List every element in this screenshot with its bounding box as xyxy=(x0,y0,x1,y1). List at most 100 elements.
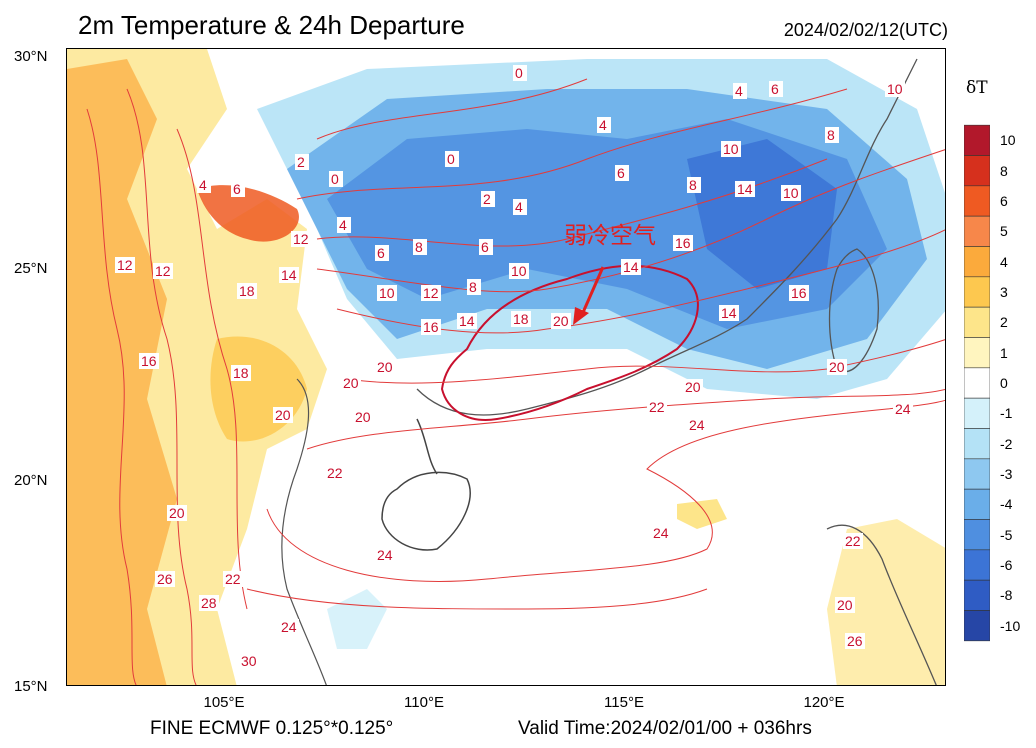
svg-text:0: 0 xyxy=(331,171,339,187)
svg-text:4: 4 xyxy=(199,177,207,193)
contour-label: 28 xyxy=(199,595,219,611)
colorbar-title: δT xyxy=(966,78,988,98)
warm-anomaly-spot xyxy=(677,499,727,529)
contour-label: 16 xyxy=(139,353,159,369)
chart-title: 2m Temperature & 24h Departure xyxy=(78,10,465,40)
svg-text:8: 8 xyxy=(827,127,835,143)
colorbar-swatch xyxy=(964,337,990,369)
contour-label: 24 xyxy=(375,547,395,563)
contour-label: 18 xyxy=(237,283,257,299)
svg-text:28: 28 xyxy=(201,595,217,611)
svg-text:22: 22 xyxy=(845,533,861,549)
contour-label: 4 xyxy=(733,83,747,99)
colorbar-swatch xyxy=(964,246,990,278)
contour-label: 4 xyxy=(597,117,611,133)
isotherm-0 xyxy=(316,78,588,140)
contour-label: 6 xyxy=(375,245,389,261)
svg-text:14: 14 xyxy=(623,259,639,275)
contour-label: 14 xyxy=(279,267,299,283)
contour-label: 20 xyxy=(683,379,703,395)
isotherm-20 xyxy=(346,339,945,384)
svg-text:22: 22 xyxy=(649,399,665,415)
contour-label: 22 xyxy=(223,571,243,587)
svg-text:12: 12 xyxy=(117,257,133,273)
valid-time-label: Valid Time:2024/02/01/00 + 036hrs xyxy=(518,718,812,739)
contour-label: 12 xyxy=(153,263,173,279)
contour-label: 10 xyxy=(377,285,397,301)
contour-label: 20 xyxy=(551,313,571,329)
contour-label: 14 xyxy=(719,305,739,321)
svg-text:24: 24 xyxy=(377,547,393,563)
lat-label: 30°N xyxy=(14,48,48,65)
leizhou-peninsula xyxy=(416,418,438,475)
temperature-map: 0 2 0 0 4 6 2 4 4 4 6 8 10 10 6 8 14 10 … xyxy=(67,49,945,685)
colorbar-swatch xyxy=(964,488,990,520)
svg-text:18: 18 xyxy=(513,311,529,327)
isotherm-west-2 xyxy=(126,88,197,685)
svg-text:14: 14 xyxy=(737,181,753,197)
lon-label: 105°E xyxy=(203,694,245,711)
model-label: FINE ECMWF 0.125°*0.125° xyxy=(150,718,394,739)
isotherm-16 xyxy=(336,229,945,334)
svg-text:8: 8 xyxy=(469,279,477,295)
svg-text:20: 20 xyxy=(355,409,371,425)
warm-anomaly-hotspot xyxy=(197,185,299,242)
cold-anomaly-core xyxy=(687,139,837,289)
colorbar-swatch xyxy=(964,610,990,642)
svg-text:18: 18 xyxy=(233,365,249,381)
contour-label: 14 xyxy=(457,313,477,329)
svg-text:2: 2 xyxy=(297,154,305,170)
contour-label: 16 xyxy=(673,235,693,251)
svg-text:14: 14 xyxy=(721,305,737,321)
svg-text:24: 24 xyxy=(653,525,669,541)
svg-text:20: 20 xyxy=(685,379,701,395)
map-panel: 0 2 0 0 4 6 2 4 4 4 6 8 10 10 6 8 14 10 … xyxy=(66,48,946,686)
svg-text:6: 6 xyxy=(771,81,779,97)
colorbar-label: 3 xyxy=(1000,284,1008,300)
svg-text:6: 6 xyxy=(233,181,241,197)
svg-text:12: 12 xyxy=(155,263,171,279)
colorbar-label: 0 xyxy=(1000,375,1008,391)
svg-text:2: 2 xyxy=(483,191,491,207)
colorbar-swatch xyxy=(964,519,990,551)
svg-text:18: 18 xyxy=(239,283,255,299)
svg-text:10: 10 xyxy=(783,185,799,201)
contour-label: 8 xyxy=(825,127,839,143)
contour-label: 16 xyxy=(789,285,809,301)
colorbar-swatch xyxy=(964,185,990,217)
svg-text:4: 4 xyxy=(599,117,607,133)
contour-label: 24 xyxy=(893,401,913,417)
colorbar-swatch xyxy=(964,155,990,187)
svg-text:8: 8 xyxy=(415,239,423,255)
contour-label: 20 xyxy=(341,375,361,391)
colorbar-swatch xyxy=(964,458,990,490)
colorbar-swatch xyxy=(964,579,990,611)
isotherm-west-3 xyxy=(176,128,248,610)
isotherm-24-south xyxy=(246,588,708,610)
svg-text:10: 10 xyxy=(379,285,395,301)
colorbar-label: -10 xyxy=(1000,617,1021,634)
annotation-arrowhead xyxy=(573,307,589,325)
lat-label: 15°N xyxy=(14,678,48,695)
contour-label: 0 xyxy=(445,151,459,167)
contour-label: 6 xyxy=(615,165,629,181)
svg-text:22: 22 xyxy=(327,465,343,481)
svg-text:6: 6 xyxy=(377,245,385,261)
svg-text:16: 16 xyxy=(675,235,691,251)
colorbar-label: -6 xyxy=(1000,557,1013,573)
svg-text:26: 26 xyxy=(847,633,863,649)
colorbar-swatch xyxy=(964,124,990,156)
svg-text:20: 20 xyxy=(837,597,853,613)
colorbar-swatch xyxy=(964,306,990,338)
contour-label: 18 xyxy=(511,311,531,327)
contour-label: 4 xyxy=(337,217,351,233)
isotherm-22 xyxy=(306,388,945,450)
contour-label: 10 xyxy=(509,263,529,279)
contour-label: 12 xyxy=(291,231,311,247)
contour-label: 20 xyxy=(167,505,187,521)
contour-label: 22 xyxy=(843,533,863,549)
contour-label: 10 xyxy=(781,185,801,201)
isotherm-24 xyxy=(266,399,945,582)
colorbar-swatch xyxy=(964,367,990,399)
contour-label: 22 xyxy=(647,399,667,415)
